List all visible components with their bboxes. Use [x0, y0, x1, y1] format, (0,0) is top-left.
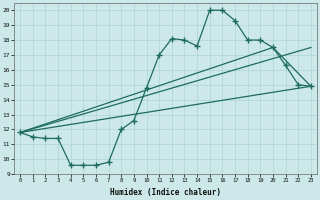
X-axis label: Humidex (Indice chaleur): Humidex (Indice chaleur) — [110, 188, 221, 197]
